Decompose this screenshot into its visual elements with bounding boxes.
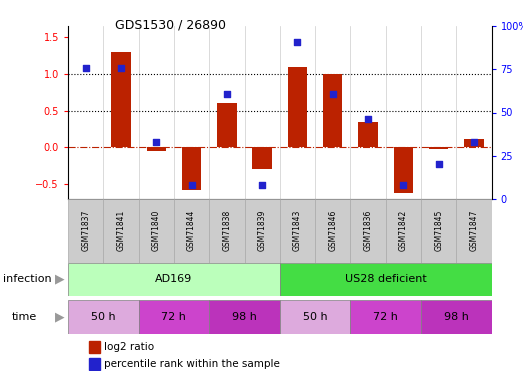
Bar xyxy=(429,147,448,149)
Point xyxy=(399,182,407,188)
Point xyxy=(328,90,337,96)
Bar xyxy=(253,147,272,170)
Bar xyxy=(217,104,236,147)
Bar xyxy=(139,199,174,262)
Bar xyxy=(288,67,307,147)
Bar xyxy=(209,199,244,262)
Text: GSM71837: GSM71837 xyxy=(81,210,90,251)
Bar xyxy=(280,262,492,296)
Text: 50 h: 50 h xyxy=(91,312,116,322)
Text: US28 deficient: US28 deficient xyxy=(345,274,427,284)
Point xyxy=(258,182,266,188)
Bar xyxy=(209,300,280,334)
Bar xyxy=(315,199,350,262)
Text: GSM71843: GSM71843 xyxy=(293,210,302,251)
Text: GSM71840: GSM71840 xyxy=(152,210,161,251)
Point xyxy=(187,182,196,188)
Text: GSM71847: GSM71847 xyxy=(470,210,479,251)
Point xyxy=(152,139,161,145)
Text: GSM71836: GSM71836 xyxy=(363,210,372,251)
Text: GSM71844: GSM71844 xyxy=(187,210,196,251)
Bar xyxy=(68,300,139,334)
Bar xyxy=(89,358,100,370)
Point xyxy=(117,64,125,70)
Bar xyxy=(280,300,350,334)
Bar xyxy=(104,199,139,262)
Bar xyxy=(456,199,492,262)
Text: ▶: ▶ xyxy=(55,273,65,286)
Point xyxy=(470,139,478,145)
Bar xyxy=(464,138,484,147)
Point xyxy=(293,39,302,45)
Bar xyxy=(89,341,100,352)
Text: GSM71839: GSM71839 xyxy=(258,210,267,251)
Point xyxy=(435,161,443,167)
Text: GSM71845: GSM71845 xyxy=(434,210,443,251)
Bar xyxy=(323,74,343,147)
Bar xyxy=(244,199,280,262)
Point xyxy=(223,90,231,96)
Text: GSM71838: GSM71838 xyxy=(222,210,231,251)
Point xyxy=(364,116,372,122)
Bar xyxy=(111,52,131,147)
Bar xyxy=(385,199,421,262)
Text: GSM71842: GSM71842 xyxy=(399,210,408,251)
Text: AD169: AD169 xyxy=(155,274,192,284)
Text: GDS1530 / 26890: GDS1530 / 26890 xyxy=(115,19,226,32)
Bar xyxy=(350,300,421,334)
Bar xyxy=(280,199,315,262)
Text: ▶: ▶ xyxy=(55,310,65,323)
Point xyxy=(82,64,90,70)
Text: time: time xyxy=(12,312,37,322)
Text: 72 h: 72 h xyxy=(373,312,398,322)
Text: 72 h: 72 h xyxy=(162,312,186,322)
Bar xyxy=(146,147,166,151)
Bar xyxy=(421,199,456,262)
Bar xyxy=(139,300,209,334)
Bar xyxy=(68,199,104,262)
Bar xyxy=(68,262,280,296)
Text: 98 h: 98 h xyxy=(232,312,257,322)
Bar xyxy=(421,300,492,334)
Text: percentile rank within the sample: percentile rank within the sample xyxy=(104,359,280,369)
Bar xyxy=(358,122,378,147)
Bar xyxy=(182,147,201,190)
Text: 98 h: 98 h xyxy=(444,312,469,322)
Text: infection: infection xyxy=(3,274,51,284)
Text: 50 h: 50 h xyxy=(303,312,327,322)
Text: log2 ratio: log2 ratio xyxy=(104,342,154,352)
Text: GSM71846: GSM71846 xyxy=(328,210,337,251)
Bar xyxy=(394,147,413,193)
Text: GSM71841: GSM71841 xyxy=(117,210,126,251)
Bar xyxy=(174,199,209,262)
Bar xyxy=(350,199,385,262)
